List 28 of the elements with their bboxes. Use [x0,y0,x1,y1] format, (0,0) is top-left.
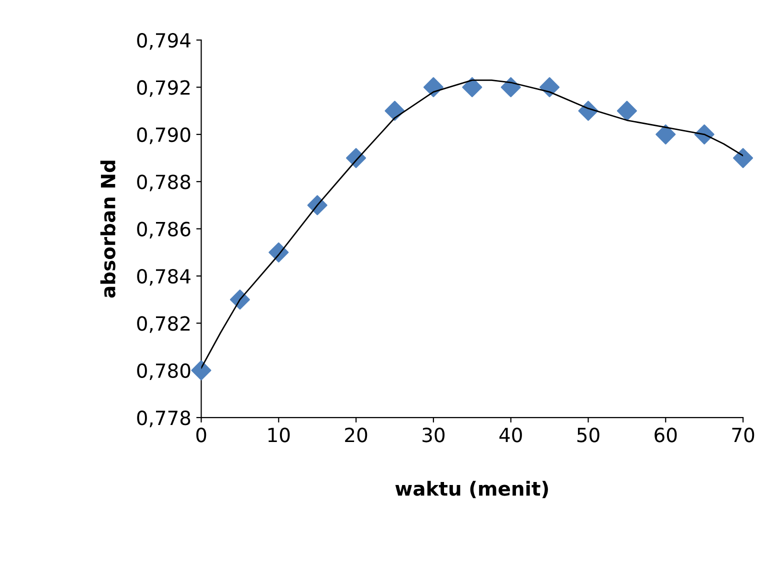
y-tick-label: 0,786 [137,222,190,238]
point [733,148,754,168]
x-axis-title: waktu (menit) [395,480,548,498]
y-tick-label: 0,792 [137,80,190,97]
x-tick-label: 70 [732,428,754,442]
x-tick-label: 50 [577,428,600,442]
x-tick-label: 20 [345,428,368,442]
x-tick-label: 40 [499,428,522,442]
x-tick-label: 0 [196,428,206,442]
y-tick-label: 0,778 [137,410,190,428]
y-tick-label: 0,788 [137,174,190,192]
y-tick-label: 0,782 [137,316,190,333]
y-tick-label: 0,790 [137,127,190,144]
point [540,77,560,98]
y-axis-title: absorban Nd [100,160,116,298]
x-tick-label: 30 [422,428,445,442]
point [384,100,405,121]
x-tick-label: 60 [654,428,677,442]
point [616,100,637,121]
x-tick-label: 10 [268,428,290,442]
y-tick-label: 0,784 [137,268,190,286]
point [191,360,212,380]
point [462,77,482,98]
y-tick-label: 0,780 [137,363,190,380]
point [500,77,521,98]
point [656,124,676,144]
y-tick-label: 0,794 [137,32,190,50]
point [423,77,444,98]
